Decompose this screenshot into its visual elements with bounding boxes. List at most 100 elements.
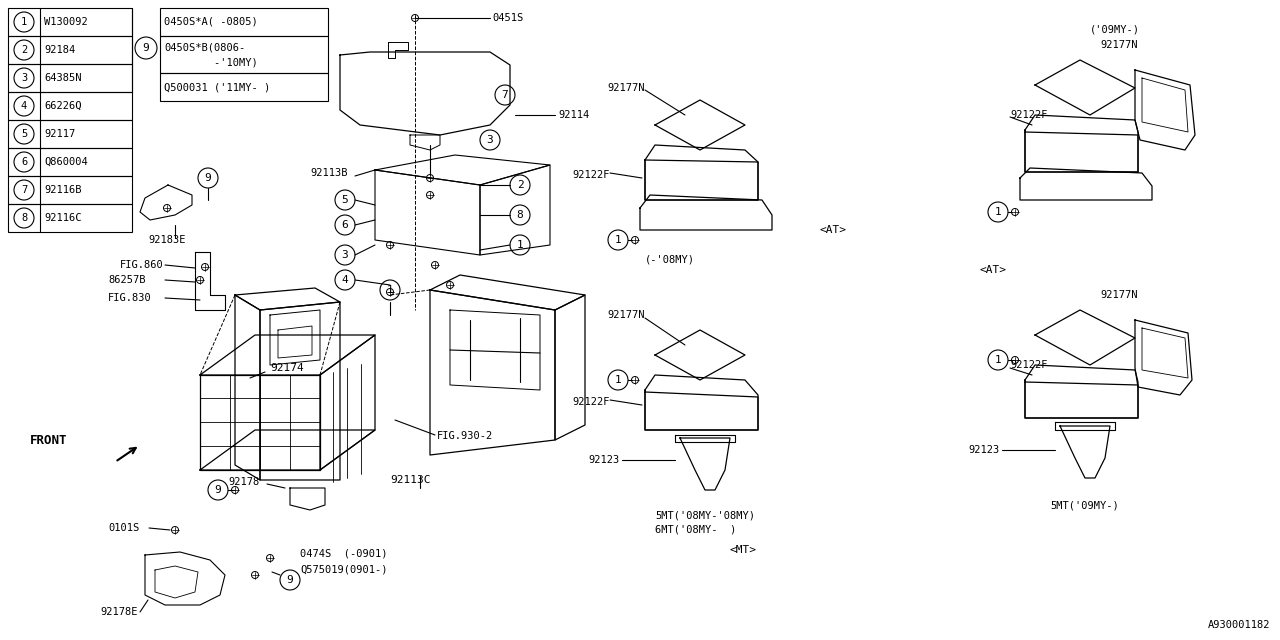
Polygon shape <box>451 310 540 390</box>
Polygon shape <box>1036 310 1135 365</box>
Text: 9: 9 <box>205 173 211 183</box>
Polygon shape <box>1142 328 1188 378</box>
Bar <box>160 36 328 73</box>
Polygon shape <box>1025 382 1138 418</box>
Polygon shape <box>1135 70 1196 150</box>
Text: ('09MY-): ('09MY-) <box>1091 25 1140 35</box>
Text: 3: 3 <box>486 135 493 145</box>
Text: FIG.930-2: FIG.930-2 <box>436 431 493 441</box>
Text: 92117: 92117 <box>44 129 76 139</box>
Polygon shape <box>320 335 375 470</box>
Text: 5: 5 <box>20 129 27 139</box>
Text: 1: 1 <box>995 355 1001 365</box>
Polygon shape <box>1036 60 1135 115</box>
Bar <box>8 120 132 148</box>
Polygon shape <box>640 195 772 230</box>
Text: 92178: 92178 <box>229 477 260 487</box>
Polygon shape <box>270 310 320 365</box>
Text: (-'08MY): (-'08MY) <box>645 255 695 265</box>
Text: 2: 2 <box>517 180 524 190</box>
Text: 92177N: 92177N <box>608 310 645 320</box>
Text: 4: 4 <box>20 101 27 111</box>
Text: 92116B: 92116B <box>44 185 82 195</box>
Text: 66226Q: 66226Q <box>44 101 82 111</box>
Text: 9: 9 <box>287 575 293 585</box>
Text: 92122F: 92122F <box>1010 360 1047 370</box>
Bar <box>8 64 132 92</box>
Text: 7: 7 <box>502 90 508 100</box>
Text: 1: 1 <box>387 285 393 295</box>
Text: W130092: W130092 <box>44 17 88 27</box>
Text: 3: 3 <box>20 73 27 83</box>
Polygon shape <box>680 438 730 490</box>
Text: <AT>: <AT> <box>980 265 1007 275</box>
Polygon shape <box>1142 78 1188 132</box>
Polygon shape <box>430 290 556 455</box>
Polygon shape <box>1025 115 1138 172</box>
Text: <AT>: <AT> <box>820 225 847 235</box>
Text: Q860004: Q860004 <box>44 157 88 167</box>
Polygon shape <box>145 552 225 605</box>
Polygon shape <box>195 252 225 310</box>
Text: FRONT: FRONT <box>29 433 68 447</box>
Bar <box>160 8 328 36</box>
Bar <box>8 148 132 176</box>
Polygon shape <box>1060 426 1110 478</box>
Polygon shape <box>675 435 735 442</box>
Text: 4: 4 <box>342 275 348 285</box>
Text: 5: 5 <box>342 195 348 205</box>
Text: 8: 8 <box>517 210 524 220</box>
Text: -'10MY): -'10MY) <box>164 58 257 68</box>
Text: FIG.860: FIG.860 <box>120 260 164 270</box>
Polygon shape <box>480 165 550 255</box>
Text: 9: 9 <box>215 485 221 495</box>
Text: 5MT('09MY-): 5MT('09MY-) <box>1050 500 1119 510</box>
Polygon shape <box>388 42 408 58</box>
Text: 0474S  (-0901): 0474S (-0901) <box>300 548 388 558</box>
Text: <MT>: <MT> <box>730 545 756 555</box>
Text: 1: 1 <box>20 17 27 27</box>
Text: 92177N: 92177N <box>608 83 645 93</box>
Polygon shape <box>1025 132 1138 172</box>
Text: 92113B: 92113B <box>310 168 347 178</box>
Polygon shape <box>1055 422 1115 430</box>
Polygon shape <box>375 155 550 185</box>
Text: 2: 2 <box>20 45 27 55</box>
Bar <box>8 204 132 232</box>
Polygon shape <box>655 100 745 150</box>
Polygon shape <box>1025 365 1138 418</box>
Bar <box>8 36 132 64</box>
Text: 0101S: 0101S <box>108 523 140 533</box>
Text: 92183E: 92183E <box>148 235 186 245</box>
Text: 86257B: 86257B <box>108 275 146 285</box>
Text: 92177N: 92177N <box>1100 40 1138 50</box>
Text: 92123: 92123 <box>969 445 1000 455</box>
Text: 6MT('08MY-  ): 6MT('08MY- ) <box>655 525 736 535</box>
Text: 0451S: 0451S <box>492 13 524 23</box>
Polygon shape <box>200 335 375 375</box>
Polygon shape <box>340 52 509 135</box>
Text: 1: 1 <box>995 207 1001 217</box>
Polygon shape <box>430 275 585 310</box>
Polygon shape <box>260 302 340 480</box>
Text: 5MT('08MY-'08MY): 5MT('08MY-'08MY) <box>655 510 755 520</box>
Text: 92113C: 92113C <box>390 475 430 485</box>
Polygon shape <box>645 375 758 430</box>
Text: 1: 1 <box>614 235 621 245</box>
Text: 7: 7 <box>20 185 27 195</box>
Text: Q575019(0901-): Q575019(0901-) <box>300 565 388 575</box>
Bar <box>8 176 132 204</box>
Text: 92114: 92114 <box>558 110 589 120</box>
Polygon shape <box>236 288 340 310</box>
Polygon shape <box>655 330 745 380</box>
Polygon shape <box>200 375 320 470</box>
Text: 6: 6 <box>20 157 27 167</box>
Bar <box>160 73 328 101</box>
Text: 9: 9 <box>142 43 150 53</box>
Text: 8: 8 <box>20 213 27 223</box>
Text: 92177N: 92177N <box>1100 290 1138 300</box>
Text: 1: 1 <box>614 375 621 385</box>
Text: 92122F: 92122F <box>572 170 611 180</box>
Polygon shape <box>645 392 758 430</box>
Text: FIG.830: FIG.830 <box>108 293 152 303</box>
